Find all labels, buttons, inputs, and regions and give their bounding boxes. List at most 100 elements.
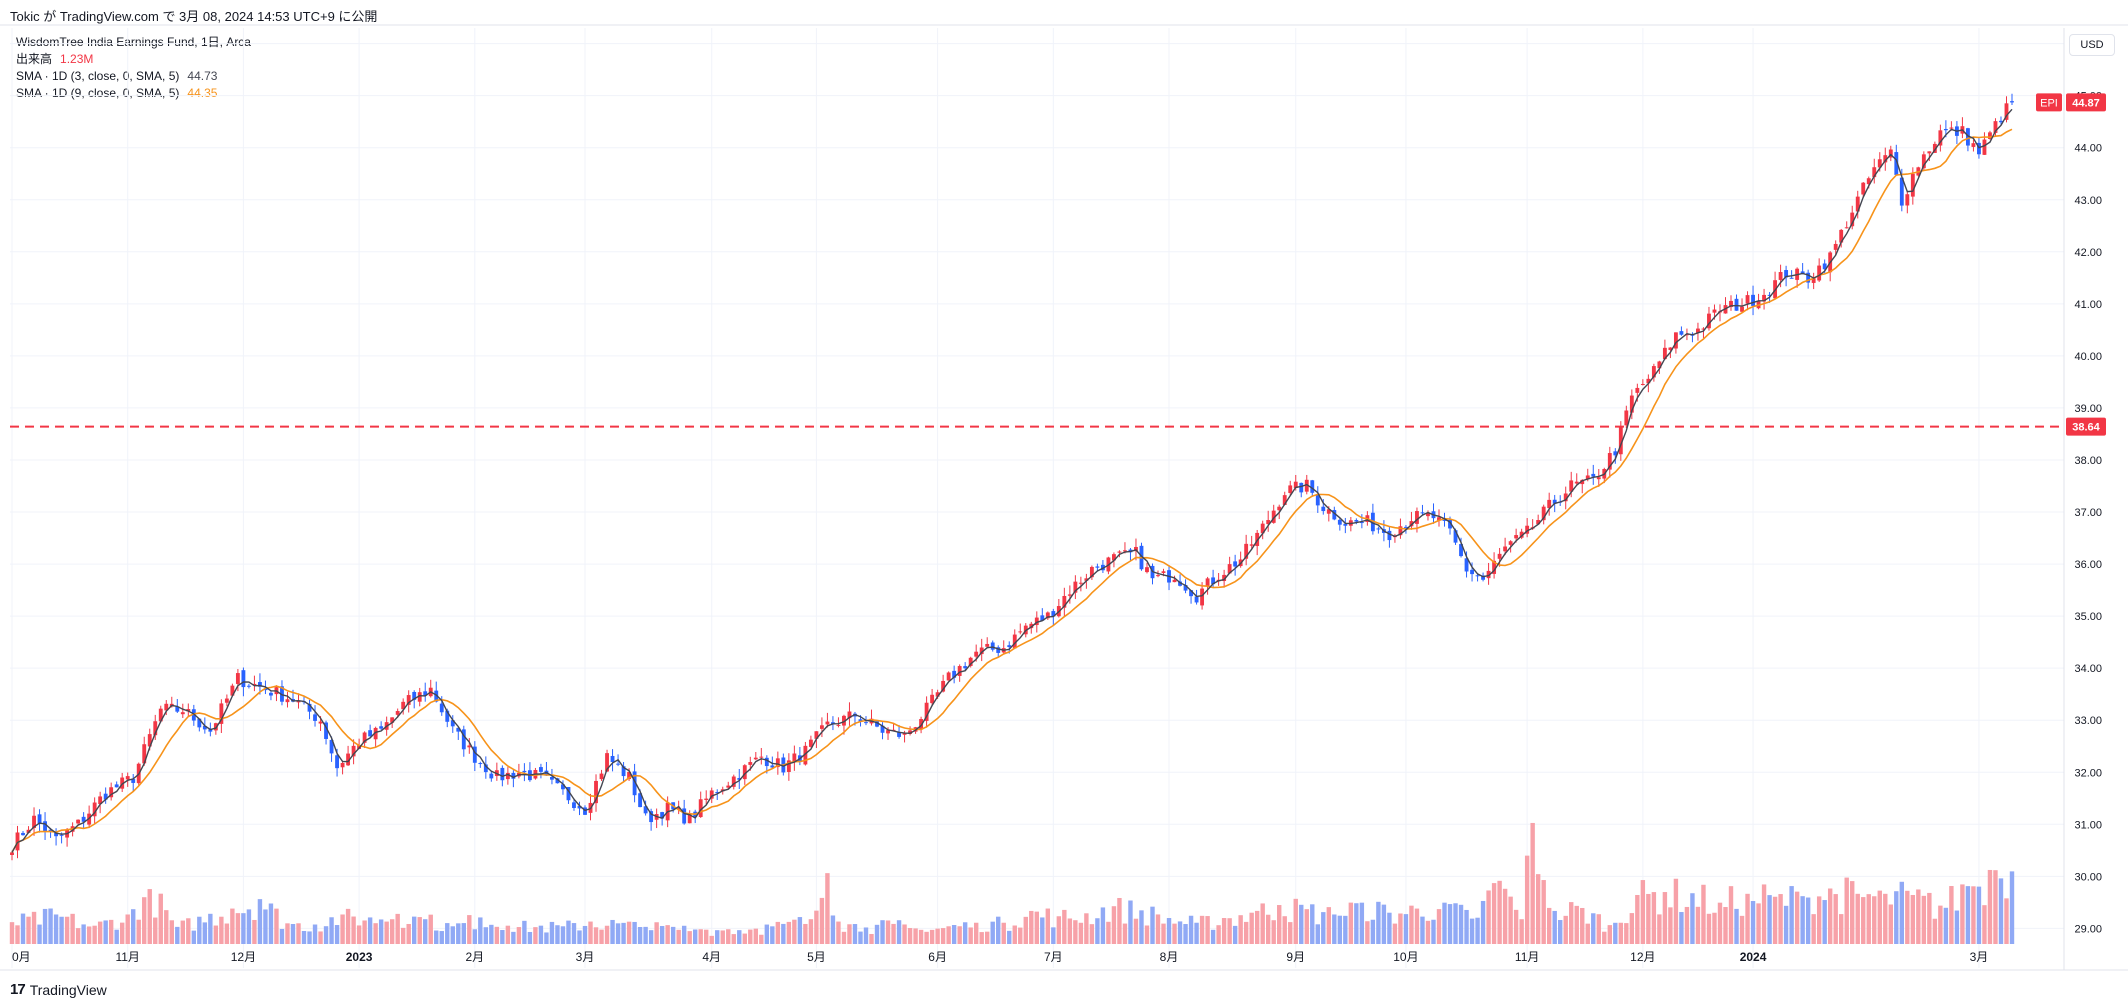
volume-bar — [103, 920, 108, 944]
candle-body — [263, 688, 268, 691]
volume-bar — [676, 929, 681, 944]
sma3-value: 44.73 — [187, 69, 218, 83]
currency-button[interactable]: USD — [2069, 34, 2115, 56]
candle-body — [643, 806, 648, 814]
candle-body — [1073, 581, 1078, 593]
volume-bar — [1833, 894, 1838, 944]
volume-bar — [301, 930, 307, 944]
volume-bar — [1073, 920, 1078, 944]
volume-bar — [1221, 918, 1227, 944]
legend-sma9[interactable]: SMA · 1D (9, close, 0, SMA, 5) 44.35 — [16, 85, 251, 102]
candle-body — [219, 703, 224, 724]
candle-body — [1536, 520, 1541, 525]
volume-bar — [1965, 886, 1971, 944]
volume-bar — [1789, 886, 1794, 944]
volume-bar — [1199, 915, 1205, 944]
candle-body — [1409, 521, 1414, 527]
volume-bar — [880, 920, 885, 944]
candle-body — [550, 777, 554, 780]
volume-bar — [726, 929, 731, 944]
candle-body — [1740, 306, 1744, 312]
candle-body — [935, 692, 940, 697]
volume-bar — [147, 889, 152, 944]
candle-body — [1172, 579, 1177, 583]
volume-bar — [599, 929, 604, 944]
volume-bar — [918, 929, 924, 944]
y-tick-label: 39.00 — [2074, 403, 2102, 415]
candle-body — [37, 814, 42, 824]
legend-title[interactable]: WisdomTree India Earnings Fund, 1日, Arca — [16, 35, 251, 49]
legend-volume[interactable]: 出来高 1.23M — [16, 51, 251, 68]
volume-bar — [1243, 921, 1249, 944]
candle-body — [957, 666, 962, 676]
x-tick-label: 11月 — [1515, 950, 1539, 964]
candle-body — [1018, 631, 1023, 633]
volume-label: 出来高 — [16, 52, 53, 66]
volume-bar — [1949, 886, 1954, 944]
sma9-line — [11, 128, 2013, 853]
candle-body — [522, 770, 527, 773]
candle-body — [605, 753, 609, 772]
volume-bar — [648, 930, 654, 944]
candle-body — [147, 734, 152, 747]
y-tick-label: 32.00 — [2074, 767, 2102, 779]
volume-bar — [1861, 897, 1866, 944]
volume-bar — [1012, 925, 1017, 944]
volume-bar — [511, 931, 516, 944]
volume-bar — [687, 931, 692, 944]
volume-bar — [1260, 903, 1265, 944]
volume-bar — [186, 918, 191, 944]
candle-body — [1486, 570, 1491, 579]
candle-body — [1437, 517, 1441, 521]
y-tick-label: 40.00 — [2074, 351, 2102, 363]
candle-body — [808, 739, 813, 747]
candle-body — [963, 666, 968, 669]
x-tick-label: 8月 — [1160, 950, 1179, 964]
volume-value: 1.23M — [60, 52, 94, 66]
y-tick-label: 42.00 — [2074, 247, 2102, 259]
candle-body — [423, 691, 428, 696]
volume-bar — [340, 914, 345, 944]
candle-body — [478, 763, 483, 765]
candle-body — [1266, 520, 1271, 525]
volume-bar — [731, 934, 736, 944]
volume-bar — [1442, 902, 1447, 944]
volume-bar — [1607, 925, 1612, 944]
volume-bar — [1425, 920, 1431, 944]
candle-body — [26, 829, 31, 833]
volume-bar — [1805, 897, 1811, 944]
volume-bar — [1816, 896, 1822, 944]
symbol-tag-bg — [2036, 93, 2062, 112]
candle-body — [1519, 531, 1524, 538]
candle-body — [456, 727, 461, 732]
legend-sma3[interactable]: SMA · 1D (3, close, 0, SMA, 5) 44.73 — [16, 68, 251, 85]
candle-body — [1271, 510, 1276, 523]
volume-bar — [131, 909, 136, 944]
volume-bar — [351, 916, 356, 944]
footer-brand[interactable]: 17 TradingView — [10, 981, 107, 998]
volume-bar — [1216, 925, 1221, 944]
volume-bar — [1888, 904, 1893, 944]
y-tick-label: 38.00 — [2074, 455, 2102, 467]
volume-bar — [1392, 923, 1398, 944]
volume-bar — [1943, 907, 1949, 944]
candle-body — [395, 711, 400, 715]
candle-body — [1134, 546, 1138, 552]
candle-body — [1618, 426, 1623, 455]
volume-bar — [1177, 921, 1183, 944]
volume-bar — [544, 932, 549, 944]
x-tick-label: 2023 — [346, 950, 373, 964]
candle-body — [346, 753, 351, 766]
candle-body — [908, 730, 912, 734]
volume-bar — [81, 924, 86, 944]
volume-bar — [356, 925, 362, 944]
volume-bar — [985, 931, 990, 944]
candle-body — [313, 714, 317, 721]
volume-bar — [97, 921, 103, 944]
candle-body — [1800, 271, 1805, 274]
volume-bar — [1299, 904, 1304, 944]
candle-body — [1679, 331, 1684, 335]
candle-body — [1453, 530, 1458, 543]
candle-body — [1260, 523, 1265, 534]
